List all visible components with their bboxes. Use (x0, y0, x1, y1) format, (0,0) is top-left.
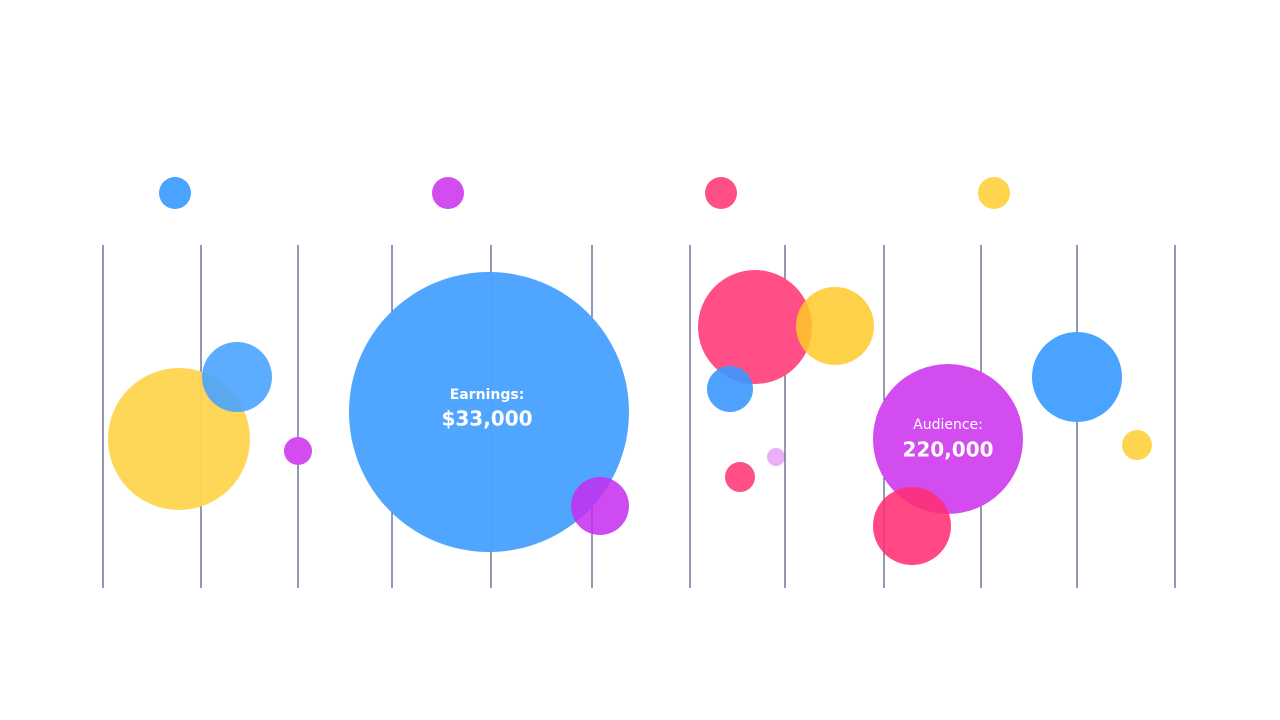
dot (159, 177, 191, 209)
dot (705, 177, 737, 209)
audience-label: Audience: (913, 417, 983, 433)
dot (432, 177, 464, 209)
bubble (873, 487, 951, 565)
bubble (873, 364, 1023, 514)
bubble (707, 366, 753, 412)
bubble (725, 462, 755, 492)
audience-value: 220,000 (902, 438, 993, 462)
bubble (1122, 430, 1152, 460)
bubble (202, 342, 272, 412)
dot (978, 177, 1010, 209)
key-dots (159, 177, 1010, 209)
bubble (698, 270, 812, 384)
bubbles (108, 270, 1152, 565)
bubble (1032, 332, 1122, 422)
earnings-value: $33,000 (441, 407, 532, 431)
bubble (796, 287, 874, 365)
bubble (571, 477, 629, 535)
earnings-label: Earnings: (450, 387, 525, 403)
bubble (349, 272, 629, 552)
bubble (767, 448, 785, 466)
bubble (284, 437, 312, 465)
